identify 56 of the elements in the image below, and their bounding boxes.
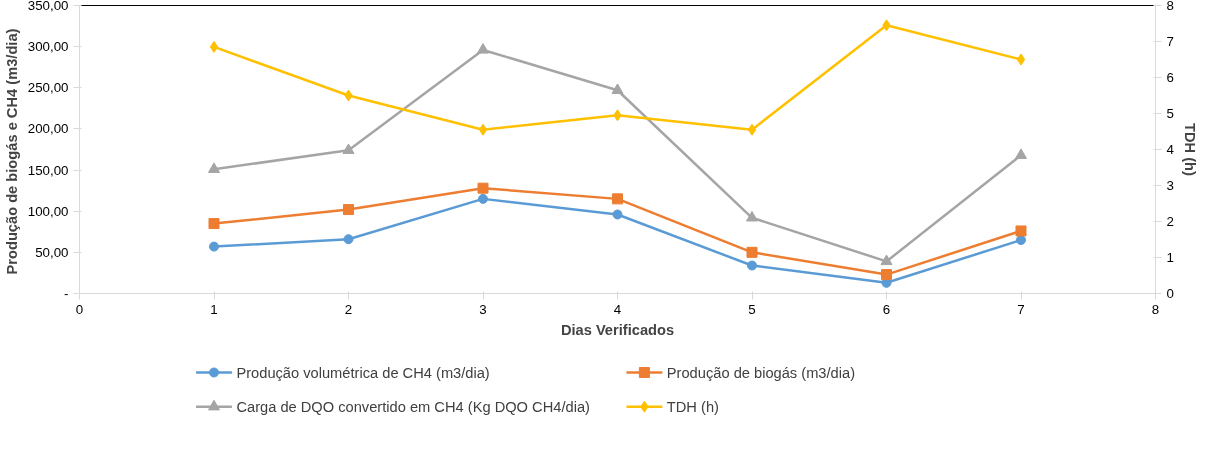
x-tick-label: 3: [479, 301, 487, 317]
y2-tick-label: 6: [1166, 70, 1174, 85]
point: [343, 204, 354, 216]
y-axis-title: Produção de biogás e CH4 (m3/dia): [3, 28, 20, 275]
y2-tick-label: 8: [1166, 0, 1174, 13]
y2-tick-label: 7: [1166, 34, 1174, 49]
point: [343, 234, 354, 245]
x-axis-title: Dias Verificados: [560, 321, 675, 338]
x-tick-label: 8: [1151, 301, 1160, 317]
x-tick-label: 0: [75, 301, 84, 317]
legend-label: Carga de DQO convertido em CH4 (Kg DQO CH4/dia): [236, 398, 590, 415]
y-tick-label: 100,00: [27, 203, 69, 219]
point: [746, 246, 758, 258]
legend-label: Produção de biogás (m3/dia): [666, 364, 856, 381]
y2-tick-label: 4: [1166, 142, 1175, 157]
y-tick-label: 200,00: [27, 121, 69, 137]
y-tick-label: 50,00: [35, 244, 69, 260]
y2-tick-label: 2: [1166, 214, 1174, 229]
point: [880, 254, 893, 266]
point: [1016, 53, 1026, 66]
point: [478, 123, 488, 136]
point: [1015, 148, 1027, 159]
y2-tick-label: 0: [1166, 286, 1174, 301]
point: [209, 241, 219, 252]
point: [208, 218, 220, 230]
y-tick-label: 300,00: [27, 39, 69, 55]
point: [209, 40, 219, 53]
point: [881, 269, 892, 281]
point: [747, 260, 757, 271]
y2-tick-label: 3: [1166, 178, 1174, 193]
x-tick-label: 2: [344, 301, 353, 317]
point: [747, 123, 757, 136]
x-tick-label: 5: [748, 301, 756, 317]
point: [478, 193, 488, 204]
point: [611, 83, 624, 94]
point: [1015, 225, 1027, 237]
y-tick-label: 350,00: [27, 0, 69, 13]
point: [612, 193, 623, 205]
point: [746, 210, 758, 222]
point: [208, 162, 220, 173]
y2-tick-label: 5: [1166, 106, 1174, 121]
x-tick-label: 7: [1017, 301, 1025, 317]
point: [477, 182, 489, 194]
point: [342, 143, 355, 154]
legend-label: Produção volumétrica de CH4 (m3/dia): [236, 364, 490, 381]
point: [612, 209, 623, 220]
y-tick-label: -: [64, 286, 69, 301]
x-tick-label: 4: [613, 301, 622, 317]
y-tick-label: 150,00: [27, 162, 69, 178]
point: [477, 43, 489, 54]
y2-axis-title: TDH (h): [1181, 123, 1198, 177]
y-tick-label: 250,00: [27, 80, 69, 96]
legend-label: TDH (h): [666, 398, 719, 415]
x-tick-label: 6: [882, 301, 891, 317]
x-tick-label: 1: [210, 301, 218, 317]
y2-tick-label: 1: [1166, 250, 1174, 265]
